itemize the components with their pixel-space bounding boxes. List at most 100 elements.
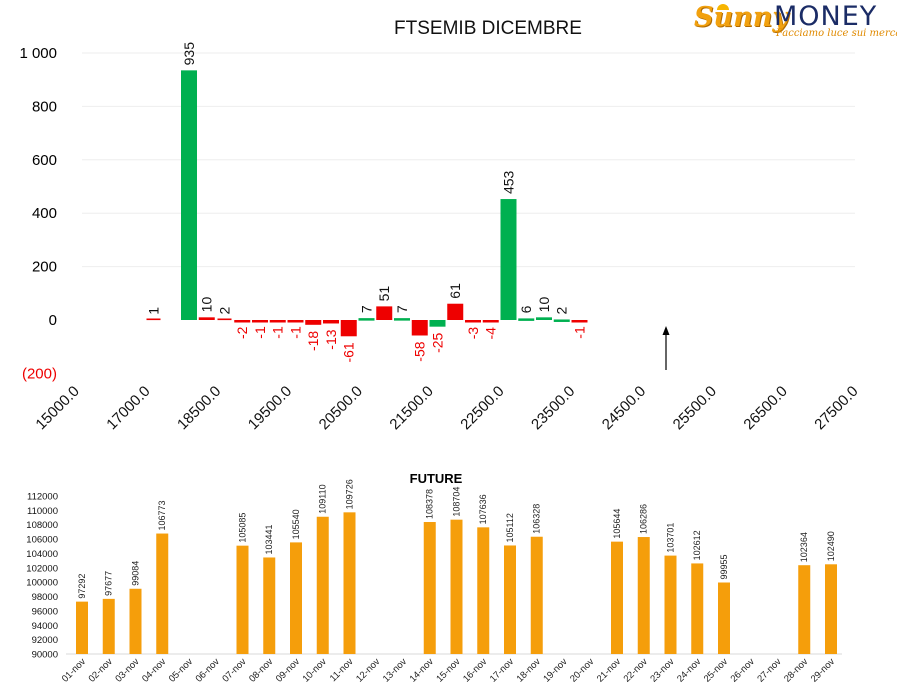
bar (305, 320, 322, 325)
data-label: 103701 (666, 523, 676, 553)
x-tick-label: 05-nov (167, 656, 195, 684)
x-tick-label: 15-nov (434, 656, 462, 684)
chart-title: FTSEMIB DICEMBRE (394, 18, 582, 39)
y-tick-label: 1 000 (19, 45, 57, 62)
x-tick-label: 03-nov (113, 656, 141, 684)
data-label: 108704 (452, 487, 462, 517)
bar (530, 536, 543, 654)
data-label: -4 (483, 327, 499, 340)
bar (664, 555, 677, 654)
logo-tagline: Facciamo luce sui mercati (776, 28, 897, 39)
data-label: 109726 (345, 479, 355, 509)
x-tick-label: 21-nov (595, 656, 623, 684)
bar (263, 557, 276, 654)
x-tick-label: 24-nov (675, 656, 703, 684)
x-tick-label: 07-nov (220, 656, 248, 684)
x-tick-label: 29-nov (809, 656, 837, 684)
y-tick-label: 96000 (32, 606, 58, 617)
x-tick-label: 11-nov (328, 656, 356, 684)
arrow-head-icon (662, 326, 670, 335)
bar (482, 320, 499, 323)
x-tick-label: 01-nov (60, 656, 88, 684)
bar (518, 318, 535, 321)
data-label: 105112 (505, 513, 515, 542)
y-tick-label: 92000 (32, 635, 58, 646)
data-label: -1 (270, 326, 286, 339)
bar (236, 545, 249, 654)
data-label: 6 (518, 305, 534, 313)
bar (181, 70, 197, 320)
data-label: -1 (252, 326, 268, 339)
data-label: 105644 (612, 509, 622, 539)
data-label: 99955 (719, 554, 729, 579)
bar (411, 320, 428, 336)
y-tick-label: 108000 (26, 520, 58, 531)
bar (798, 565, 811, 654)
bar (290, 542, 302, 654)
bar (465, 320, 481, 323)
data-label: 106286 (639, 504, 649, 534)
bar (429, 320, 446, 327)
x-tick-label: 12-nov (354, 656, 382, 684)
bar (323, 320, 339, 324)
y-tick-label: 100000 (26, 578, 58, 589)
data-label: 10 (536, 297, 552, 313)
x-tick-label: 17-nov (488, 656, 516, 684)
y-tick-label: 110000 (27, 506, 58, 517)
data-label: 105085 (238, 513, 248, 543)
x-tick-label: 23-nov (648, 656, 676, 684)
y-tick-label: 104000 (26, 549, 58, 560)
x-tick-label: 19500.0 (245, 383, 295, 433)
data-label: -13 (323, 329, 339, 349)
y-tick-label: 0 (49, 312, 57, 329)
x-tick-label: 23500.0 (528, 383, 578, 433)
y-tick-label: 600 (32, 152, 57, 169)
bar (450, 519, 463, 654)
bar (447, 303, 464, 320)
x-tick-label: 27-nov (755, 656, 783, 684)
bar (571, 320, 588, 323)
bar (691, 563, 704, 654)
data-label: 61 (447, 283, 463, 299)
bar (269, 320, 286, 323)
x-tick-label: 04-nov (140, 656, 168, 684)
x-tick-label: 20500.0 (316, 383, 366, 433)
y-tick-label: 106000 (26, 535, 58, 546)
bar (129, 588, 142, 654)
x-tick-label: 02-nov (87, 656, 115, 684)
bar (504, 545, 516, 654)
x-tick-label: 15000.0 (32, 383, 82, 433)
x-tick-label: 26500.0 (740, 383, 790, 433)
data-label: 108378 (425, 489, 435, 519)
data-label: -58 (412, 341, 428, 361)
bar (394, 318, 410, 321)
data-label: 102364 (799, 532, 809, 562)
sun-icon (717, 4, 729, 10)
x-tick-label: 16-nov (461, 656, 489, 684)
bar (146, 318, 161, 321)
sunny-money-logo: Sunny MONEY Facciamo luce sui mercati (690, 1, 897, 42)
x-tick-label: 28-nov (782, 656, 810, 684)
data-label: 935 (181, 42, 197, 66)
bar (316, 516, 329, 654)
bar (234, 320, 251, 323)
x-tick-label: 18500.0 (174, 383, 224, 433)
data-label: 103441 (264, 524, 274, 554)
x-tick-label: 25-nov (702, 656, 730, 684)
x-tick-label: 22-nov (622, 656, 650, 684)
data-label: 2 (217, 306, 233, 314)
bar (252, 320, 268, 323)
bar (500, 199, 517, 320)
x-tick-label: 06-nov (194, 656, 222, 684)
y-tick-label: 94000 (32, 621, 58, 632)
y-tick-label: 200 (32, 259, 57, 276)
x-tick-label: 22500.0 (457, 383, 507, 433)
logo-brand-sunny: Sunny (694, 2, 789, 33)
bar (287, 320, 304, 323)
data-label: 107636 (478, 494, 488, 524)
bar (718, 582, 730, 654)
y-tick-label: 90000 (32, 650, 58, 661)
bar (340, 320, 357, 337)
x-tick-label: 24500.0 (599, 383, 649, 433)
data-label: -25 (430, 332, 446, 352)
